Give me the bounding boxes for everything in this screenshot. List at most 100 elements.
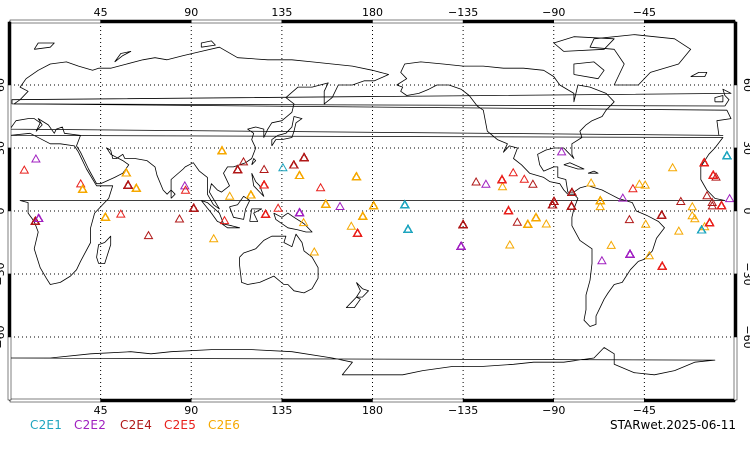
philippines-coast bbox=[251, 173, 265, 197]
observation-marker bbox=[217, 145, 227, 155]
observation-marker bbox=[699, 221, 710, 231]
observation-marker bbox=[100, 212, 111, 221]
frame-tick-bar bbox=[7, 336, 12, 401]
frame-tick-bar bbox=[733, 21, 738, 86]
frame-tick-bar bbox=[9, 398, 101, 403]
observation-marker bbox=[711, 172, 721, 181]
observation-marker bbox=[541, 218, 552, 228]
footer-date-label: STARwet.2025-06-11 bbox=[609, 418, 736, 432]
observation-marker bbox=[260, 209, 271, 218]
latitude-tick-label: 0 bbox=[741, 208, 750, 215]
new-guinea-coast bbox=[273, 212, 313, 233]
frame-tick-bar bbox=[7, 147, 12, 212]
observation-marker bbox=[33, 213, 44, 222]
observation-marker bbox=[687, 210, 698, 220]
frame-tick-bar bbox=[372, 19, 464, 24]
observation-marker bbox=[503, 205, 514, 215]
greenland-coast bbox=[589, 34, 692, 86]
frame-tick-bar bbox=[644, 398, 736, 403]
new-zealand-south-coast bbox=[345, 296, 361, 308]
observation-marker bbox=[31, 153, 41, 163]
observation-marker bbox=[606, 240, 617, 249]
observation-marker bbox=[238, 156, 249, 166]
graticule bbox=[10, 22, 735, 400]
frame-tick-bar bbox=[553, 398, 645, 403]
frame-tick-bar bbox=[733, 147, 738, 212]
observation-marker bbox=[687, 201, 698, 211]
observation-marker bbox=[298, 217, 309, 227]
frame-tick-bar bbox=[281, 19, 373, 24]
novaya-zemlya-coast bbox=[114, 51, 132, 63]
observation-marker bbox=[640, 180, 651, 189]
antarctica-coast bbox=[9, 347, 716, 376]
observation-marker bbox=[30, 216, 41, 225]
ireland-coast bbox=[714, 95, 724, 103]
observation-marker bbox=[335, 201, 345, 210]
observation-marker bbox=[702, 190, 712, 200]
observation-marker bbox=[315, 182, 326, 192]
observation-marker bbox=[512, 217, 523, 226]
observation-marker bbox=[309, 246, 320, 256]
legend-item-c2e2: C2E2 bbox=[74, 418, 107, 432]
observation-marker bbox=[707, 200, 718, 210]
new-zealand-coast bbox=[356, 282, 369, 298]
legend-item-c2e5: C2E5 bbox=[164, 418, 197, 432]
observation-marker bbox=[595, 195, 606, 205]
observation-marker bbox=[259, 179, 269, 189]
latitude-tick-label: −60 bbox=[741, 325, 750, 348]
observation-marker bbox=[123, 180, 133, 189]
longitude-tick-label: 45 bbox=[94, 6, 108, 19]
longitude-tick-label: −90 bbox=[542, 404, 565, 417]
longitude-tick-label: 90 bbox=[184, 404, 198, 417]
observation-marker bbox=[519, 174, 530, 183]
latitude-tick-label: −60 bbox=[0, 325, 7, 348]
observation-marker bbox=[131, 183, 142, 192]
observation-markers bbox=[19, 145, 735, 270]
frame-tick-bar bbox=[553, 19, 645, 24]
africa-coast bbox=[9, 132, 726, 285]
frame-tick-bar bbox=[733, 210, 738, 275]
observation-marker bbox=[288, 159, 299, 169]
observation-marker bbox=[673, 226, 684, 235]
observation-marker bbox=[75, 178, 86, 188]
observation-marker bbox=[399, 199, 410, 209]
observation-marker bbox=[667, 162, 678, 172]
observation-marker bbox=[644, 250, 655, 260]
japan-coast bbox=[271, 116, 303, 147]
frame-tick-bar bbox=[462, 398, 554, 403]
svalbard-coast bbox=[33, 42, 55, 50]
legend-item-c2e1: C2E1 bbox=[30, 418, 63, 432]
observation-marker bbox=[704, 217, 715, 227]
observation-marker bbox=[528, 179, 538, 188]
latitude-tick-label: −30 bbox=[741, 262, 750, 285]
observation-marker bbox=[115, 209, 126, 218]
ellesmere-coast bbox=[553, 36, 615, 52]
frame-tick-bar bbox=[733, 84, 738, 149]
borneo-coast bbox=[229, 195, 251, 220]
observation-marker bbox=[19, 165, 30, 174]
observation-marker bbox=[634, 179, 645, 188]
madagascar-coast bbox=[96, 235, 112, 264]
observation-marker bbox=[232, 164, 243, 174]
observation-marker bbox=[708, 170, 719, 179]
observation-marker bbox=[368, 200, 379, 210]
longitude-tick-label: 45 bbox=[94, 404, 108, 417]
frame-tick-bar bbox=[281, 398, 373, 403]
latitude-tick-label: 0 bbox=[0, 208, 7, 215]
observation-marker bbox=[567, 187, 577, 196]
longitude-tick-label: −45 bbox=[633, 6, 656, 19]
frame-tick-bar bbox=[7, 84, 12, 149]
observation-marker bbox=[294, 207, 305, 217]
severnaya-zemlya-coast bbox=[200, 40, 216, 48]
frame-tick-bar bbox=[100, 398, 192, 403]
frame-tick-bar bbox=[7, 273, 12, 338]
observation-marker bbox=[346, 221, 357, 230]
latitude-tick-label: 30 bbox=[0, 141, 7, 155]
observation-marker bbox=[481, 179, 491, 188]
observation-marker bbox=[699, 157, 710, 167]
observation-marker bbox=[724, 193, 735, 203]
observation-marker bbox=[351, 171, 362, 181]
observation-marker bbox=[179, 180, 190, 190]
observation-marker bbox=[471, 176, 481, 186]
